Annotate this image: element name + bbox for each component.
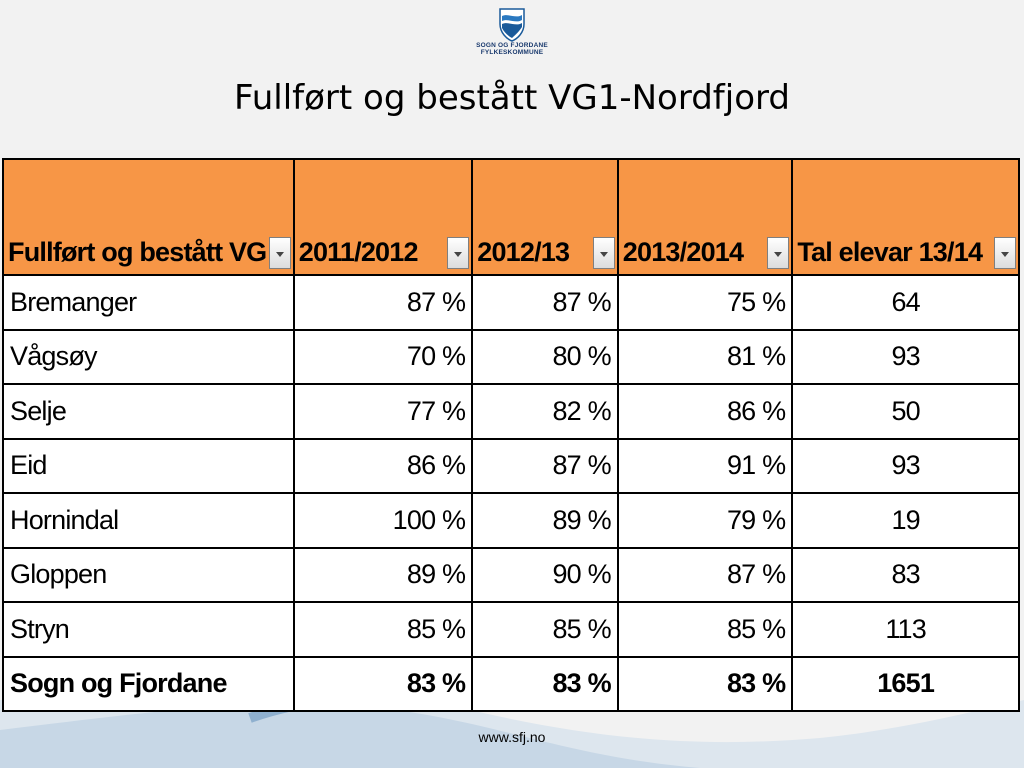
cell-student-count: 83: [791, 546, 1020, 603]
filter-dropdown-icon[interactable]: [592, 237, 615, 269]
cell-2011-2012: 70 %: [292, 328, 474, 385]
filter-dropdown-icon[interactable]: [767, 237, 790, 269]
cell-student-count: 113: [791, 601, 1020, 658]
cell-2013-2014: 83 %: [616, 655, 794, 712]
cell-2012-13: 83 %: [471, 655, 619, 712]
header-2013-2014: 2013/2014: [616, 158, 794, 276]
cell-2011-2012: 87 %: [292, 274, 474, 331]
shield-logo-icon: [499, 8, 525, 42]
logo-line-2: FYLKESKOMMUNE: [480, 49, 544, 56]
header-municipality: Fullført og bestått VG: [2, 158, 295, 276]
cell-municipality: Sogn og Fjordane: [2, 655, 295, 712]
table-header-row: Fullført og bestått VG 2011/2012 2012/13…: [2, 158, 1020, 276]
cell-2011-2012: 86 %: [292, 437, 474, 494]
cell-2013-2014: 81 %: [616, 328, 794, 385]
cell-2011-2012: 77 %: [292, 383, 474, 440]
header-label: 2012/13: [477, 237, 570, 267]
slide-title: Fullført og bestått VG1-Nordfjord: [234, 78, 790, 118]
sfj-logo: SOGN OG FJORDANE FYLKESKOMMUNE: [462, 8, 562, 70]
cell-2012-13: 85 %: [471, 601, 619, 658]
filter-dropdown-icon[interactable]: [994, 237, 1016, 269]
cell-2013-2014: 91 %: [616, 437, 794, 494]
cell-student-count: 93: [791, 437, 1020, 494]
cell-2013-2014: 85 %: [616, 601, 794, 658]
cell-2011-2012: 85 %: [292, 601, 474, 658]
cell-municipality: Eid: [2, 437, 295, 494]
footer-url: www.sfj.no: [478, 729, 546, 745]
header-label: Tal elevar 13/14: [797, 237, 983, 267]
cell-municipality: Gloppen: [2, 546, 295, 603]
table-total-row: Sogn og Fjordane 83 % 83 % 83 % 1651: [2, 655, 1020, 712]
cell-2012-13: 87 %: [471, 274, 619, 331]
results-table: Fullført og bestått VG 2011/2012 2012/13…: [2, 158, 1020, 712]
cell-2012-13: 87 %: [471, 437, 619, 494]
cell-municipality: Selje: [2, 383, 295, 440]
cell-student-count: 19: [791, 492, 1020, 549]
header-2012-13: 2012/13: [471, 158, 619, 276]
cell-2012-13: 82 %: [471, 383, 619, 440]
cell-student-count: 64: [791, 274, 1020, 331]
cell-2013-2014: 86 %: [616, 383, 794, 440]
table-row: Bremanger 87 % 87 % 75 % 64: [2, 274, 1020, 331]
cell-student-count: 1651: [791, 655, 1020, 712]
logo-line-1: SOGN OG FJORDANE: [476, 42, 548, 49]
cell-2012-13: 89 %: [471, 492, 619, 549]
cell-2012-13: 90 %: [471, 546, 619, 603]
cell-student-count: 50: [791, 383, 1020, 440]
header-label: Fullført og bestått VG: [8, 237, 267, 267]
header-label: 2011/2012: [298, 237, 419, 267]
table-row: Stryn 85 % 85 % 85 % 113: [2, 601, 1020, 658]
cell-2013-2014: 87 %: [616, 546, 794, 603]
table-row: Eid 86 % 87 % 91 % 93: [2, 437, 1020, 494]
cell-2012-13: 80 %: [471, 328, 619, 385]
cell-municipality: Hornindal: [2, 492, 295, 549]
filter-dropdown-icon[interactable]: [268, 237, 291, 269]
header-label: 2013/2014: [622, 237, 744, 267]
header-student-count: Tal elevar 13/14: [791, 158, 1020, 276]
cell-2011-2012: 83 %: [292, 655, 474, 712]
cell-municipality: Stryn: [2, 601, 295, 658]
cell-2013-2014: 79 %: [616, 492, 794, 549]
cell-student-count: 93: [791, 328, 1020, 385]
table-row: Hornindal 100 % 89 % 79 % 19: [2, 492, 1020, 549]
table-row: Selje 77 % 82 % 86 % 50: [2, 383, 1020, 440]
header-2011-2012: 2011/2012: [292, 158, 474, 276]
table-row: Gloppen 89 % 90 % 87 % 83: [2, 546, 1020, 603]
cell-municipality: Vågsøy: [2, 328, 295, 385]
table-row: Vågsøy 70 % 80 % 81 % 93: [2, 328, 1020, 385]
cell-municipality: Bremanger: [2, 274, 295, 331]
cell-2011-2012: 89 %: [292, 546, 474, 603]
filter-dropdown-icon[interactable]: [447, 237, 470, 269]
cell-2013-2014: 75 %: [616, 274, 794, 331]
cell-2011-2012: 100 %: [292, 492, 474, 549]
